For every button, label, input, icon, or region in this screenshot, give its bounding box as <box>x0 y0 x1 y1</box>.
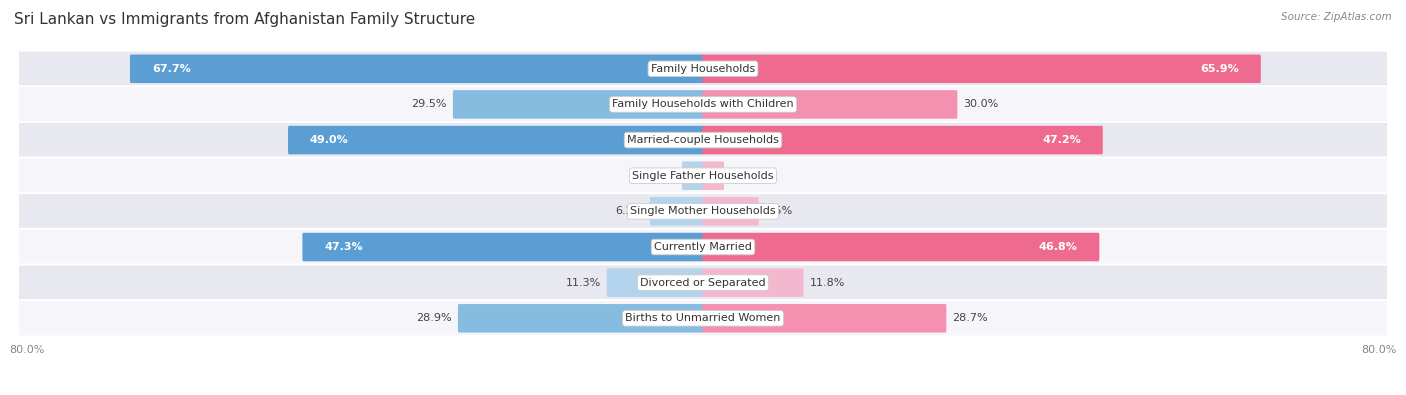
Text: Divorced or Separated: Divorced or Separated <box>640 278 766 288</box>
FancyBboxPatch shape <box>702 126 1102 154</box>
FancyBboxPatch shape <box>702 90 957 118</box>
Text: 30.0%: 30.0% <box>963 100 998 109</box>
FancyBboxPatch shape <box>18 86 1388 122</box>
Text: Married-couple Households: Married-couple Households <box>627 135 779 145</box>
Text: 11.3%: 11.3% <box>565 278 600 288</box>
FancyBboxPatch shape <box>702 162 724 190</box>
FancyBboxPatch shape <box>702 197 759 226</box>
Text: Sri Lankan vs Immigrants from Afghanistan Family Structure: Sri Lankan vs Immigrants from Afghanista… <box>14 12 475 27</box>
Text: 46.8%: 46.8% <box>1039 242 1077 252</box>
Text: 47.2%: 47.2% <box>1042 135 1081 145</box>
Text: 28.7%: 28.7% <box>952 313 988 324</box>
Text: 28.9%: 28.9% <box>416 313 451 324</box>
Text: Single Mother Households: Single Mother Households <box>630 206 776 216</box>
Text: Family Households: Family Households <box>651 64 755 74</box>
FancyBboxPatch shape <box>18 229 1388 265</box>
FancyBboxPatch shape <box>18 51 1388 87</box>
FancyBboxPatch shape <box>453 90 704 118</box>
FancyBboxPatch shape <box>702 55 1261 83</box>
Text: Single Father Households: Single Father Households <box>633 171 773 181</box>
Text: 65.9%: 65.9% <box>1201 64 1239 74</box>
Text: Currently Married: Currently Married <box>654 242 752 252</box>
FancyBboxPatch shape <box>18 300 1388 337</box>
FancyBboxPatch shape <box>129 55 704 83</box>
Legend: Sri Lankan, Immigrants from Afghanistan: Sri Lankan, Immigrants from Afghanistan <box>543 392 863 395</box>
FancyBboxPatch shape <box>18 158 1388 194</box>
FancyBboxPatch shape <box>650 197 704 226</box>
Text: Source: ZipAtlas.com: Source: ZipAtlas.com <box>1281 12 1392 22</box>
FancyBboxPatch shape <box>702 233 1099 261</box>
FancyBboxPatch shape <box>18 265 1388 301</box>
Text: 47.3%: 47.3% <box>325 242 363 252</box>
FancyBboxPatch shape <box>458 304 704 333</box>
FancyBboxPatch shape <box>682 162 704 190</box>
Text: 29.5%: 29.5% <box>412 100 447 109</box>
FancyBboxPatch shape <box>607 269 704 297</box>
Text: 2.4%: 2.4% <box>647 171 676 181</box>
Text: 6.5%: 6.5% <box>765 206 793 216</box>
Text: 67.7%: 67.7% <box>152 64 191 74</box>
FancyBboxPatch shape <box>288 126 704 154</box>
Text: 2.4%: 2.4% <box>730 171 759 181</box>
FancyBboxPatch shape <box>18 122 1388 158</box>
Text: 49.0%: 49.0% <box>309 135 349 145</box>
FancyBboxPatch shape <box>18 193 1388 229</box>
Text: 6.2%: 6.2% <box>616 206 644 216</box>
Text: Births to Unmarried Women: Births to Unmarried Women <box>626 313 780 324</box>
FancyBboxPatch shape <box>302 233 704 261</box>
Text: Family Households with Children: Family Households with Children <box>612 100 794 109</box>
Text: 11.8%: 11.8% <box>810 278 845 288</box>
FancyBboxPatch shape <box>702 304 946 333</box>
FancyBboxPatch shape <box>702 269 803 297</box>
